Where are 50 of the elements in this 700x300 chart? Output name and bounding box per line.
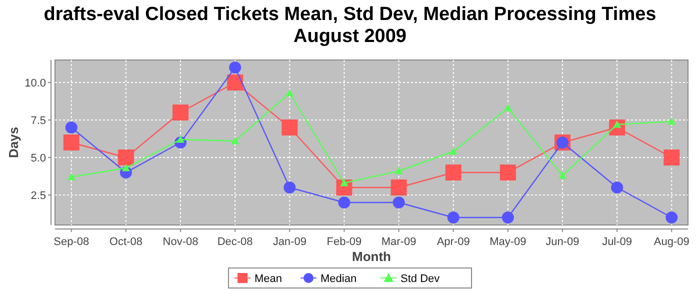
y-axis-title: Days xyxy=(6,126,21,158)
y-tick-label: 10.0 xyxy=(24,78,46,90)
point xyxy=(390,180,407,196)
point xyxy=(504,104,512,112)
point xyxy=(63,134,80,150)
legend-label: Mean xyxy=(254,273,282,285)
point xyxy=(664,150,680,166)
x-tick-label: Apr-09 xyxy=(436,236,470,248)
point xyxy=(611,182,624,194)
point xyxy=(338,196,350,208)
point xyxy=(67,173,76,180)
y-tick-label: 5.0 xyxy=(30,152,46,164)
y-tick-label: 2.5 xyxy=(30,190,46,202)
x-axis-title: Month xyxy=(352,249,392,264)
point xyxy=(668,118,676,125)
point xyxy=(394,167,403,174)
x-tick-label: Sep-08 xyxy=(54,236,90,248)
x-tick-label: Feb-09 xyxy=(326,236,362,248)
x-tick-label: Mar-09 xyxy=(381,236,416,248)
point xyxy=(122,164,130,172)
point xyxy=(65,122,78,134)
x-tick-label: Jul-09 xyxy=(602,236,632,248)
point xyxy=(282,120,298,136)
point xyxy=(172,104,189,120)
point xyxy=(392,196,405,208)
chart-title: drafts-eval Closed Tickets Mean, Std Dev, Median Processing Times August 2009 xyxy=(44,4,656,47)
point xyxy=(445,164,462,180)
point xyxy=(340,179,348,186)
point xyxy=(231,137,240,144)
x-tick-label: Nov-08 xyxy=(162,236,198,248)
point xyxy=(284,182,296,194)
x-tick-label: Oct-08 xyxy=(109,236,142,248)
point xyxy=(666,212,678,224)
x-tick-label: Jan-09 xyxy=(272,236,306,248)
point xyxy=(502,212,514,224)
x-tick-label: May-09 xyxy=(490,236,526,248)
x-tick-label: Dec-08 xyxy=(217,236,253,248)
x-tick-label: Aug-09 xyxy=(654,236,690,248)
point xyxy=(447,212,460,224)
x-tick-label: Jun-09 xyxy=(546,236,580,248)
legend-label: Median xyxy=(320,273,357,285)
y-tick-label: 7.5 xyxy=(30,115,46,127)
point xyxy=(500,164,516,180)
point xyxy=(227,74,244,90)
legend-label: Std Dev xyxy=(400,273,440,285)
point xyxy=(229,62,242,74)
point xyxy=(118,150,134,166)
point xyxy=(449,148,458,155)
point xyxy=(286,89,294,96)
point xyxy=(558,172,566,179)
